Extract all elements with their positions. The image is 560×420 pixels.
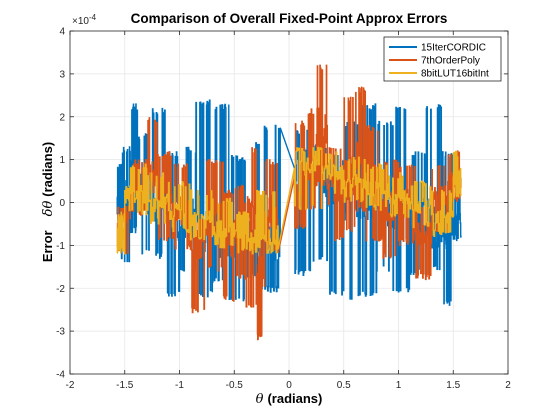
chart-title: Comparison of Overall Fixed-Point Approx… (131, 11, 448, 26)
y-tick-label: -1 (56, 241, 65, 252)
series-layer (116, 64, 462, 341)
x-tick-label: -2 (66, 380, 75, 391)
tick-labels: -2 -1.5 -1 -0.5 0 0.5 1 1.5 2 -4 -3 -2 -1 0 1 2 3 4 (56, 27, 511, 392)
y-exponent-label: ×10-4 (72, 13, 97, 27)
y-tick-label: 0 (59, 198, 65, 209)
y-tick-label: -2 (56, 284, 65, 295)
y-tick-label: -4 (56, 370, 65, 381)
y-axis-label: Errorδθ(radians) (40, 142, 56, 262)
legend: 15IterCORDIC 7thOrderPoly 8bitLUT16bitInt (383, 36, 502, 82)
y-tick-label: 4 (59, 27, 65, 38)
x-tick-label: 2 (505, 380, 511, 391)
series-line-3 (116, 146, 462, 255)
x-tick-label: 0 (286, 380, 292, 391)
legend-label: 8bitLUT16bitInt (421, 69, 489, 80)
x-axis-label: θ (radians) (256, 391, 323, 407)
legend-label: 15IterCORDIC (421, 43, 486, 54)
x-tick-label: -0.5 (226, 380, 244, 391)
x-tick-label: 1 (396, 380, 402, 391)
x-tick-label: -1 (175, 380, 184, 391)
x-tick-label: 1.5 (446, 380, 460, 391)
y-tick-label: -3 (56, 327, 65, 338)
y-tick-label: 2 (59, 112, 65, 123)
y-tick-label: 1 (59, 155, 65, 166)
y-tick-label: 3 (59, 69, 65, 80)
x-tick-label: -1.5 (116, 380, 134, 391)
legend-label: 7thOrderPoly (421, 56, 480, 67)
x-tick-label: 0.5 (337, 380, 351, 391)
tick-marks (69, 30, 509, 375)
